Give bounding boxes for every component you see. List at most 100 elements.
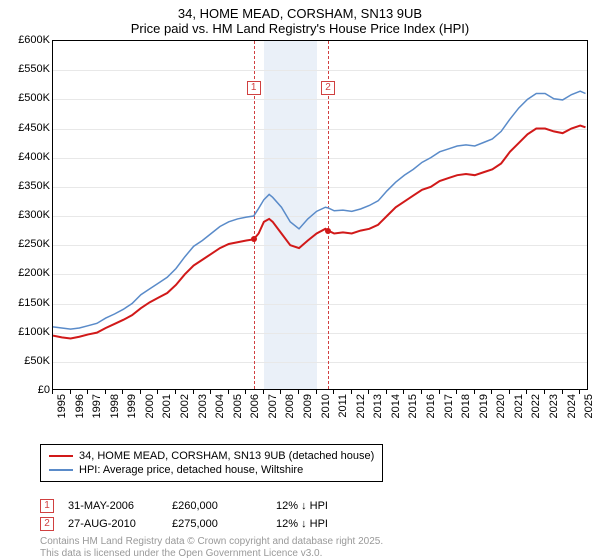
- chart-area: £0£50K£100K£150K£200K£250K£300K£350K£400…: [10, 40, 590, 420]
- x-tick-mark: [386, 390, 387, 394]
- y-tick-label: £550K: [18, 63, 50, 75]
- y-tick-label: £150K: [18, 297, 50, 309]
- x-tick-mark: [544, 390, 545, 394]
- y-tick-label: £350K: [18, 180, 50, 192]
- x-tick-label: 2018: [460, 394, 472, 418]
- x-tick-mark: [193, 390, 194, 394]
- x-tick-mark: [368, 390, 369, 394]
- chart-container: 34, HOME MEAD, CORSHAM, SN13 9UB Price p…: [0, 0, 600, 560]
- x-tick-label: 2001: [161, 394, 173, 418]
- x-tick-mark: [456, 390, 457, 394]
- x-tick-label: 2025: [583, 394, 595, 418]
- x-tick-mark: [140, 390, 141, 394]
- x-tick-mark: [316, 390, 317, 394]
- y-tick-label: £50K: [24, 355, 50, 367]
- x-tick-label: 2012: [355, 394, 367, 418]
- x-tick-label: 2022: [530, 394, 542, 418]
- x-tick-label: 2013: [372, 394, 384, 418]
- legend-swatch-red: [49, 455, 73, 457]
- x-tick-mark: [263, 390, 264, 394]
- x-tick-label: 2009: [302, 394, 314, 418]
- x-tick-label: 2011: [337, 394, 349, 418]
- footer: 1 31-MAY-2006 £260,000 12% ↓ HPI 2 27-AU…: [40, 498, 592, 560]
- source-text: Contains HM Land Registry data © Crown c…: [40, 536, 592, 560]
- x-tick-label: 2020: [495, 394, 507, 418]
- x-tick-mark: [70, 390, 71, 394]
- y-axis: £0£50K£100K£150K£200K£250K£300K£350K£400…: [10, 40, 52, 390]
- x-tick-label: 2007: [267, 394, 279, 418]
- x-tick-label: 1999: [126, 394, 138, 418]
- legend-item: HPI: Average price, detached house, Wilt…: [49, 463, 374, 477]
- x-tick-mark: [105, 390, 106, 394]
- y-tick-label: £100K: [18, 326, 50, 338]
- x-tick-label: 2024: [566, 394, 578, 418]
- footer-date: 31-MAY-2006: [68, 500, 158, 512]
- x-tick-label: 1995: [56, 394, 68, 418]
- y-tick-label: £400K: [18, 151, 50, 163]
- marker-ref-icon: 2: [40, 517, 54, 531]
- x-tick-mark: [439, 390, 440, 394]
- legend-item: 34, HOME MEAD, CORSHAM, SN13 9UB (detach…: [49, 449, 374, 463]
- footer-delta: 12% ↓ HPI: [276, 500, 366, 512]
- y-tick-label: £250K: [18, 238, 50, 250]
- legend-label: HPI: Average price, detached house, Wilt…: [79, 464, 303, 476]
- x-tick-mark: [52, 390, 53, 394]
- x-tick-mark: [298, 390, 299, 394]
- legend-label: 34, HOME MEAD, CORSHAM, SN13 9UB (detach…: [79, 450, 374, 462]
- x-tick-label: 2010: [320, 394, 332, 418]
- x-tick-label: 2021: [513, 394, 525, 418]
- x-axis: 1995199619971998199920002001200220032004…: [52, 390, 588, 420]
- y-tick-label: £300K: [18, 209, 50, 221]
- lines-layer: [53, 41, 589, 391]
- y-tick-label: £200K: [18, 267, 50, 279]
- x-tick-mark: [562, 390, 563, 394]
- x-tick-mark: [509, 390, 510, 394]
- footer-price: £275,000: [172, 518, 262, 530]
- chart-subtitle: Price paid vs. HM Land Registry's House …: [8, 21, 592, 36]
- legend-swatch-blue: [49, 469, 73, 471]
- x-tick-mark: [122, 390, 123, 394]
- x-tick-label: 1998: [109, 394, 121, 418]
- x-tick-mark: [579, 390, 580, 394]
- x-tick-mark: [421, 390, 422, 394]
- x-tick-label: 2019: [478, 394, 490, 418]
- x-tick-label: 2023: [548, 394, 560, 418]
- x-tick-mark: [228, 390, 229, 394]
- x-tick-mark: [491, 390, 492, 394]
- x-tick-label: 2014: [390, 394, 402, 418]
- x-tick-mark: [280, 390, 281, 394]
- y-tick-label: £500K: [18, 92, 50, 104]
- x-tick-label: 1996: [74, 394, 86, 418]
- x-tick-label: 2017: [443, 394, 455, 418]
- x-tick-label: 2016: [425, 394, 437, 418]
- x-tick-mark: [87, 390, 88, 394]
- y-tick-label: £600K: [18, 34, 50, 46]
- x-tick-label: 1997: [91, 394, 103, 418]
- x-tick-label: 2004: [214, 394, 226, 418]
- series-red: [53, 126, 585, 339]
- x-tick-label: 2002: [179, 394, 191, 418]
- x-tick-mark: [351, 390, 352, 394]
- x-tick-label: 2008: [284, 394, 296, 418]
- x-tick-mark: [157, 390, 158, 394]
- plot-area: 12: [52, 40, 588, 390]
- footer-delta: 12% ↓ HPI: [276, 518, 366, 530]
- x-tick-mark: [403, 390, 404, 394]
- marker-ref-icon: 1: [40, 499, 54, 513]
- x-tick-mark: [175, 390, 176, 394]
- footer-date: 27-AUG-2010: [68, 518, 158, 530]
- x-tick-mark: [526, 390, 527, 394]
- footer-row: 2 27-AUG-2010 £275,000 12% ↓ HPI: [40, 516, 592, 532]
- x-tick-label: 2006: [249, 394, 261, 418]
- x-tick-label: 2000: [144, 394, 156, 418]
- x-tick-mark: [474, 390, 475, 394]
- source-line-2: This data is licensed under the Open Gov…: [40, 548, 592, 560]
- source-line-1: Contains HM Land Registry data © Crown c…: [40, 536, 592, 548]
- footer-row: 1 31-MAY-2006 £260,000 12% ↓ HPI: [40, 498, 592, 514]
- x-tick-mark: [333, 390, 334, 394]
- footer-price: £260,000: [172, 500, 262, 512]
- x-tick-mark: [245, 390, 246, 394]
- x-tick-label: 2015: [407, 394, 419, 418]
- series-blue: [53, 91, 585, 329]
- chart-title: 34, HOME MEAD, CORSHAM, SN13 9UB: [8, 6, 592, 21]
